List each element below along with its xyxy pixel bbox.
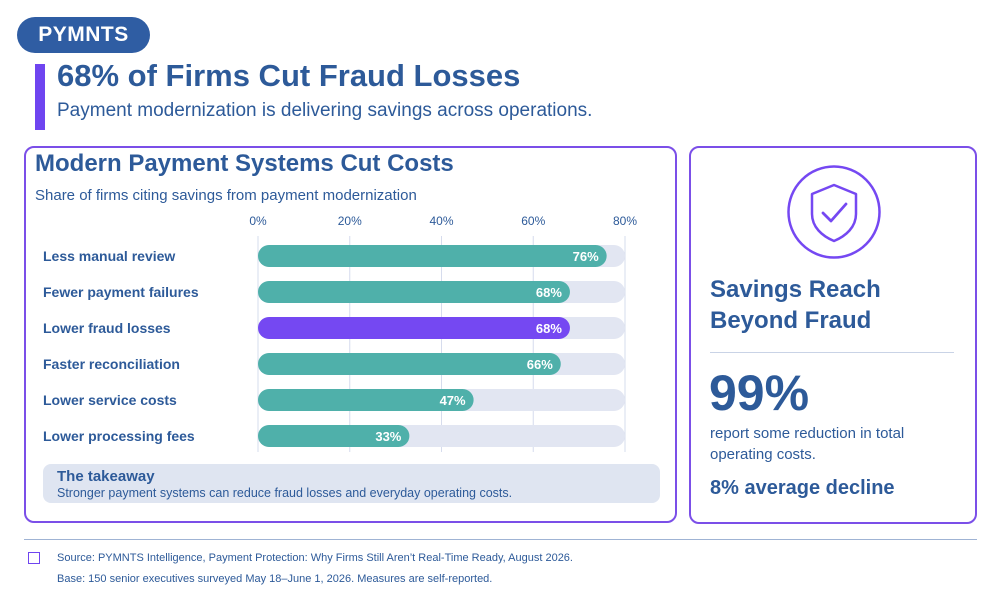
x-tick-label: 20%	[338, 214, 362, 228]
x-tick-label: 40%	[429, 214, 453, 228]
summary-stat: 99%	[709, 365, 810, 421]
bar-value-label: 68%	[536, 321, 562, 336]
summary-card	[689, 146, 977, 524]
brand-logo: PYMNTS	[17, 17, 150, 53]
category-label: Faster reconciliation	[43, 356, 180, 372]
bar-value-label: 33%	[375, 429, 401, 444]
category-label: Fewer payment failures	[43, 284, 199, 300]
summary-stat-text: report some reduction in total operating…	[710, 425, 905, 463]
bar	[258, 353, 561, 375]
bar-value-label: 76%	[573, 249, 599, 264]
takeaway-box: The takeaway Stronger payment systems ca…	[43, 464, 660, 503]
category-label: Lower processing fees	[43, 428, 195, 444]
footer-base: Base: 150 senior executives surveyed May…	[57, 573, 493, 585]
footer-marker	[28, 552, 40, 564]
bar-value-label: 66%	[527, 357, 553, 372]
bar-value-label: 68%	[536, 285, 562, 300]
bar	[258, 425, 410, 447]
bar-value-label: 47%	[440, 393, 466, 408]
shield-check-icon	[786, 164, 882, 260]
category-label: Lower service costs	[43, 392, 177, 408]
category-label: Less manual review	[43, 248, 175, 264]
x-tick-label: 80%	[613, 214, 637, 228]
chart-subtitle: Share of firms citing savings from payme…	[35, 187, 417, 204]
bar	[258, 317, 570, 339]
bar	[258, 245, 607, 267]
x-tick-label: 0%	[249, 214, 267, 228]
category-label: Lower fraud losses	[43, 320, 171, 336]
takeaway-title: The takeaway	[57, 468, 155, 485]
chart-title: Modern Payment Systems Cut Costs	[35, 150, 454, 177]
summary-divider	[710, 352, 954, 353]
page-title: 68% of Firms Cut Fraud Losses	[57, 58, 521, 93]
brand-logo-text: PYMNTS	[38, 23, 129, 46]
summary-title: Savings Reach Beyond Fraud	[710, 276, 881, 334]
chart-card	[24, 146, 677, 523]
x-tick-label: 60%	[521, 214, 545, 228]
title-accent-bar	[35, 64, 45, 130]
bar	[258, 389, 474, 411]
bar	[258, 281, 570, 303]
footer-source: Source: PYMNTS Intelligence, Payment Pro…	[57, 552, 573, 564]
footer-divider	[24, 539, 977, 540]
page-subtitle: Payment modernization is delivering savi…	[57, 100, 593, 121]
takeaway-text: Stronger payment systems can reduce frau…	[57, 486, 513, 500]
summary-decline: 8% average decline	[710, 477, 895, 499]
